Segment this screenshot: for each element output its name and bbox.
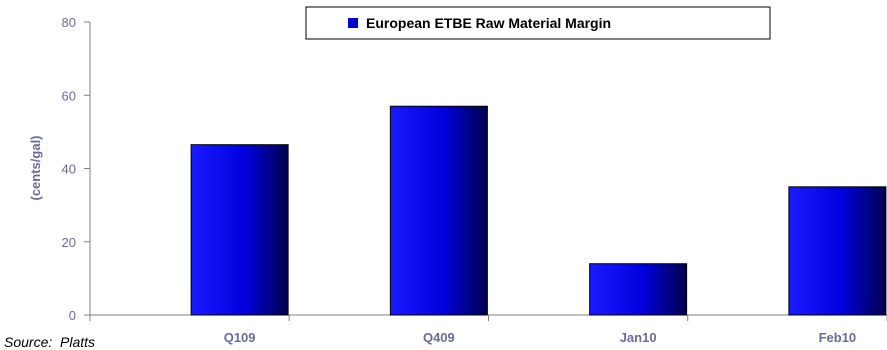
y-axis-label: (cents/gal) [28,135,43,200]
y-tick-label: 80 [62,15,76,30]
bar-q409 [389,105,488,316]
legend-label: European ETBE Raw Material Margin [366,15,611,31]
bar-feb10 [788,186,887,316]
source-note: Source: Platts [4,334,96,350]
y-ticks: 0 20 40 60 80 [62,15,90,323]
bar-q109 [190,144,289,316]
bars [190,105,887,316]
legend: European ETBE Raw Material Margin [305,6,771,40]
x-category-label: Jan10 [620,330,657,345]
x-ticks [89,315,887,321]
legend-swatch [348,18,358,28]
y-tick-label: 60 [62,88,76,103]
y-tick-label: 40 [62,162,76,177]
x-category-label: Feb10 [819,330,857,345]
x-category-label: Q109 [224,330,256,345]
y-tick-label: 0 [69,308,76,323]
x-category-label: Q409 [423,330,455,345]
legend-box [305,6,771,40]
category-labels: Q109 Q409 Jan10 Feb10 [224,330,856,345]
y-tick-label: 20 [62,235,76,250]
bar-jan10 [589,263,688,316]
